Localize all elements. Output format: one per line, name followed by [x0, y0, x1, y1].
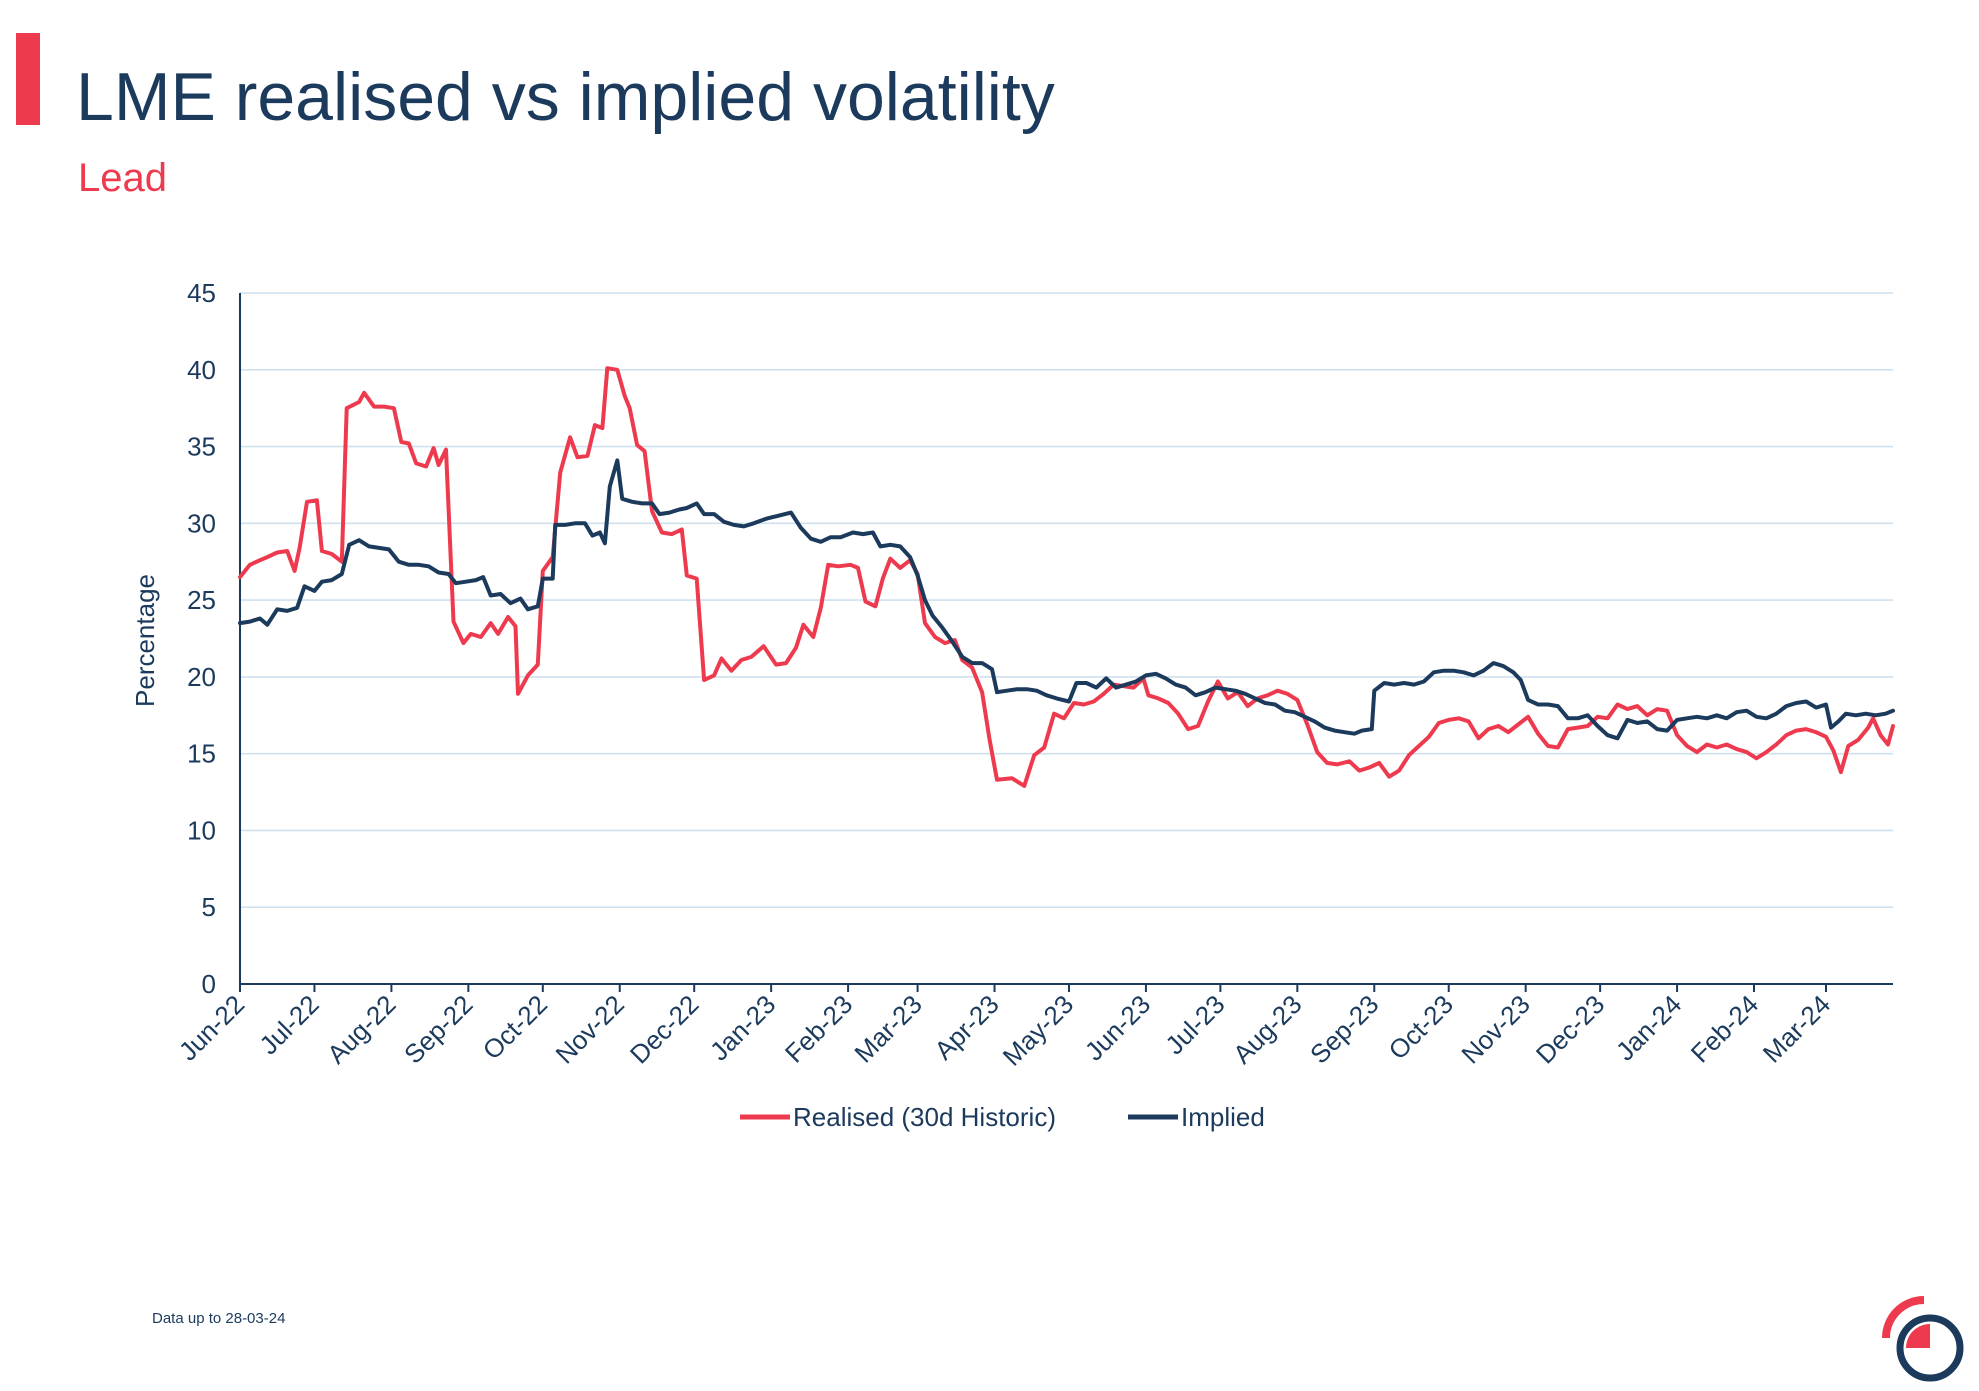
x-tick-label: Nov-23: [1455, 989, 1535, 1069]
x-tick-label: Nov-22: [549, 989, 629, 1069]
y-tick-label: 35: [187, 432, 216, 462]
y-tick-label: 15: [187, 739, 216, 769]
x-tick-label: May-23: [997, 989, 1080, 1072]
x-tick-label: Jun-23: [1079, 989, 1156, 1066]
series-line-implied: [238, 458, 1895, 741]
page-subtitle: Lead: [78, 156, 167, 200]
x-tick-label: Jul-23: [1159, 989, 1230, 1060]
y-tick-label: 40: [187, 355, 216, 385]
page-title: LME realised vs implied volatility: [76, 59, 1055, 135]
x-tick-label: Apr-23: [928, 989, 1004, 1065]
x-tick-label: Aug-23: [1227, 989, 1307, 1069]
x-tick-label: Sep-23: [1304, 989, 1384, 1069]
x-tick-label: Dec-22: [624, 989, 704, 1069]
y-tick-label: 25: [187, 585, 216, 615]
x-tick-label: Oct-23: [1383, 989, 1459, 1065]
x-tick-label: Feb-24: [1685, 989, 1764, 1068]
y-tick-label: 10: [187, 815, 216, 845]
y-axis-title: Percentage: [130, 574, 160, 707]
legend-label: Implied: [1181, 1102, 1265, 1132]
x-tick-label: Jan-24: [1610, 989, 1687, 1066]
x-tick-label: Jan-23: [704, 989, 781, 1066]
y-tick-label: 5: [202, 892, 216, 922]
y-tick-label: 20: [187, 662, 216, 692]
y-tick-label: 30: [187, 508, 216, 538]
y-tick-label: 45: [187, 278, 216, 308]
x-tick-label: Dec-23: [1530, 989, 1610, 1069]
x-tick-label: Jun-22: [173, 989, 250, 1066]
semicircle-dial-logo-icon: [1882, 1296, 1964, 1382]
series-line-realised: [238, 366, 1895, 788]
x-tick-label: Aug-22: [321, 989, 401, 1069]
y-tick-label: 0: [202, 969, 216, 999]
title-accent-bar: [16, 33, 40, 125]
x-tick-label: Jul-22: [253, 989, 324, 1060]
legend-label: Realised (30d Historic): [793, 1102, 1056, 1132]
x-tick-label: Oct-22: [477, 989, 553, 1065]
x-tick-label: Mar-24: [1757, 989, 1836, 1068]
x-tick-label: Feb-23: [779, 989, 858, 1068]
x-tick-label: Mar-23: [848, 989, 927, 1068]
x-tick-label: Sep-22: [398, 989, 478, 1069]
data-date-footnote: Data up to 28-03-24: [152, 1310, 286, 1327]
